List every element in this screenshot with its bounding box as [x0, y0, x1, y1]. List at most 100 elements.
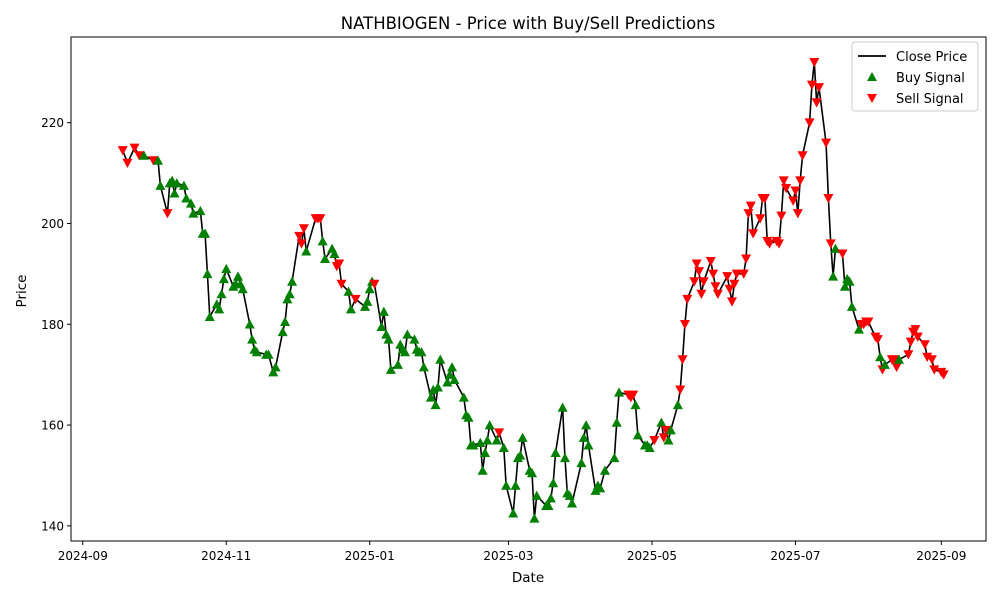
buy-signal-marker — [188, 208, 199, 218]
legend-sell-signal-icon — [867, 94, 877, 103]
y-tick-label: 200 — [41, 217, 64, 231]
sell-signal-marker — [675, 385, 686, 395]
buy-signal-marker — [828, 271, 839, 281]
sell-signal-marker — [696, 289, 707, 300]
x-tick-label: 2025-03 — [483, 549, 533, 563]
buy-signal-marker — [435, 354, 446, 364]
buy-signal-marker — [178, 180, 189, 190]
buy-signal-marker — [893, 354, 904, 364]
sell-signal-marker — [748, 229, 759, 239]
sell-signal-marker — [743, 209, 754, 219]
sell-signal-marker — [872, 335, 883, 345]
sell-signal-marker — [315, 214, 326, 224]
legend-sell-signal-label: Sell Signal — [896, 92, 964, 107]
sell-signal-marker — [929, 365, 940, 375]
y-axis: 140 160 180 200 220 — [41, 116, 71, 533]
sell-signal-marker — [129, 143, 140, 153]
sell-signal-marker — [764, 239, 775, 249]
buy-signal-marker — [169, 188, 180, 198]
buy-signal-marker — [846, 301, 857, 311]
buy-signal-marker — [237, 284, 248, 294]
sell-signal-marker — [825, 239, 836, 249]
buy-signal-marker — [611, 417, 622, 427]
sell-signal-marker — [778, 176, 789, 186]
buy-signal-marker — [853, 324, 864, 334]
sell-signal-marker — [804, 118, 815, 128]
buy-signal-marker — [400, 347, 411, 357]
buy-signal-marker — [515, 450, 526, 460]
sell-signal-marker — [691, 259, 702, 269]
buy-signal-marker — [195, 205, 206, 216]
buy-signal-marker — [392, 359, 403, 369]
sell-signal-marker — [774, 239, 785, 249]
buy-signal-marker — [153, 155, 164, 165]
y-tick-label: 140 — [41, 519, 64, 533]
buy-signal-marker — [630, 399, 641, 410]
legend-buy-signal-icon — [867, 72, 877, 81]
buy-signal-marker — [402, 329, 413, 339]
sell-signal-marker — [790, 186, 801, 196]
buy-signal-marker — [595, 483, 606, 493]
sell-signal-marker — [708, 269, 719, 279]
sell-signal-marker — [710, 282, 721, 292]
buy-signal-marker — [301, 246, 312, 256]
buy-signal-marker — [204, 311, 215, 321]
buy-signal-marker — [376, 321, 387, 332]
sell-signal-marker — [117, 146, 128, 156]
sell-signal-marker — [759, 194, 770, 204]
sell-signal-marker — [494, 428, 505, 438]
buy-signal-marker — [529, 513, 540, 523]
buy-signal-marker — [498, 442, 509, 453]
buy-signal-marker — [875, 352, 886, 362]
sell-signal-marker — [891, 362, 902, 373]
buy-signal-marker — [468, 440, 479, 450]
buy-signal-marker — [171, 178, 182, 188]
chart-title: NATHBIOGEN - Price with Buy/Sell Predict… — [341, 14, 715, 33]
buy-signal-marker — [442, 377, 453, 387]
buy-signal-marker — [287, 276, 298, 286]
y-tick-label: 180 — [41, 318, 64, 332]
buy-signal-marker — [185, 198, 196, 208]
buy-signal-marker — [364, 284, 375, 294]
buy-signal-marker — [479, 447, 490, 458]
sell-signal-marker — [781, 183, 792, 194]
buy-signal-marker — [567, 498, 578, 508]
y-tick-label: 220 — [41, 116, 64, 130]
sell-signal-marker — [745, 201, 756, 211]
buy-signal-marker — [632, 430, 643, 440]
sell-signal-marker — [122, 158, 133, 168]
sell-signal-marker — [162, 209, 173, 219]
legend-box — [851, 41, 979, 112]
buy-signal-marker — [879, 359, 890, 369]
y-tick-label: 160 — [41, 419, 64, 433]
signal-markers — [117, 57, 949, 523]
sell-signal-marker — [724, 284, 735, 294]
x-axis: 2024-09 2024-11 2025-01 2025-03 2025-05 2025-… — [58, 541, 966, 563]
buy-signal-marker — [830, 243, 841, 253]
legend-close-price-label: Close Price — [896, 50, 967, 65]
buy-signal-marker — [409, 334, 420, 344]
buy-signal-marker — [599, 465, 610, 475]
buy-signal-marker — [447, 362, 458, 372]
buy-signal-marker — [564, 490, 575, 500]
sell-signal-marker — [682, 294, 693, 305]
buy-signal-marker — [317, 236, 328, 246]
buy-signal-marker — [428, 384, 439, 395]
buy-signal-marker — [590, 485, 601, 495]
buy-signal-marker — [181, 193, 192, 203]
buy-signal-marker — [280, 316, 291, 327]
sell-signal-marker — [823, 194, 834, 204]
buy-signal-marker — [277, 326, 288, 337]
buy-signal-marker — [345, 304, 356, 314]
buy-signal-marker — [270, 362, 281, 372]
sell-signal-marker — [731, 269, 742, 279]
buy-signal-marker — [343, 286, 354, 296]
x-tick-label: 2025-09 — [916, 549, 966, 563]
buy-signal-marker — [416, 347, 427, 357]
x-tick-label: 2024-09 — [58, 549, 108, 563]
buy-signal-marker — [221, 263, 232, 274]
buy-signal-marker — [663, 435, 674, 445]
buy-signal-marker — [583, 440, 594, 450]
